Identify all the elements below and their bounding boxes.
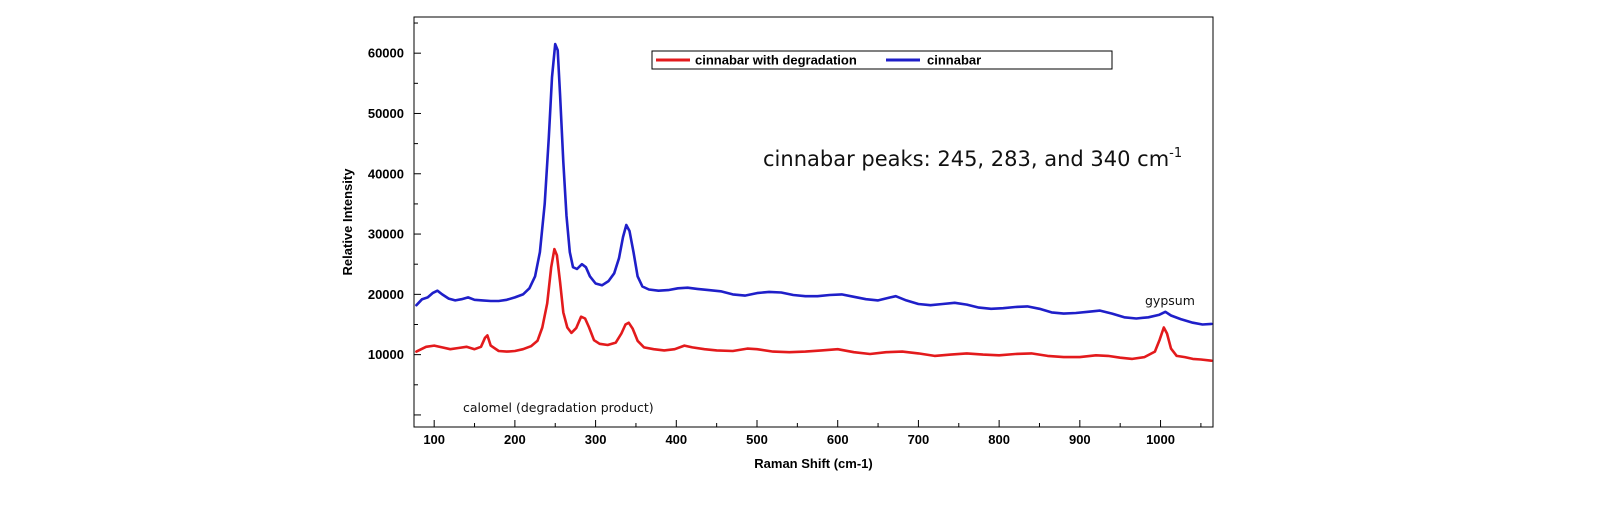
y-axis-ticks: 10000 20000 30000 40000 50000 60000: [368, 22, 421, 416]
y-tick-label: 60000: [368, 46, 404, 61]
x-tick-label: 100: [423, 432, 445, 447]
y-tick-label: 30000: [368, 227, 404, 242]
plot-area-frame: [413, 16, 1214, 428]
y-tick-label: 40000: [368, 166, 404, 181]
x-tick-label: 900: [1069, 432, 1091, 447]
legend-label-cinnabar: cinnabar: [927, 53, 981, 68]
y-tick-label: 10000: [368, 347, 404, 362]
y-tick-label: 50000: [368, 106, 404, 121]
x-tick-label: 800: [988, 432, 1010, 447]
x-tick-label: 500: [746, 432, 768, 447]
legend-label-cinnabar-with-degradation: cinnabar with degradation: [695, 53, 857, 68]
annotation-gypsum: gypsum: [1145, 293, 1195, 308]
x-tick-label: 600: [827, 432, 849, 447]
series-line-cinnabar: [415, 42, 1213, 326]
x-axis-ticks: 100 200 300 400 500 600 700 800 900 1000: [423, 420, 1202, 447]
x-tick-label: 300: [585, 432, 607, 447]
x-tick-label: 400: [665, 432, 687, 447]
x-tick-label: 1000: [1146, 432, 1175, 447]
legend: cinnabar with degradation cinnabar: [651, 50, 1113, 70]
x-axis-label: Raman Shift (cm-1): [754, 456, 872, 471]
legend-box: [651, 50, 1113, 70]
series-line-cinnabar-with-degradation: [415, 247, 1213, 362]
x-tick-label: 200: [504, 432, 526, 447]
y-tick-label: 20000: [368, 287, 404, 302]
series-layer: [415, 42, 1213, 362]
x-tick-label: 700: [908, 432, 930, 447]
y-axis-label: Relative Intensity: [340, 168, 355, 276]
annotation-cinnabar-peaks: cinnabar peaks: 245, 283, and 340 cm-1: [763, 146, 1182, 171]
annotation-calomel: calomel (degradation product): [463, 400, 654, 415]
